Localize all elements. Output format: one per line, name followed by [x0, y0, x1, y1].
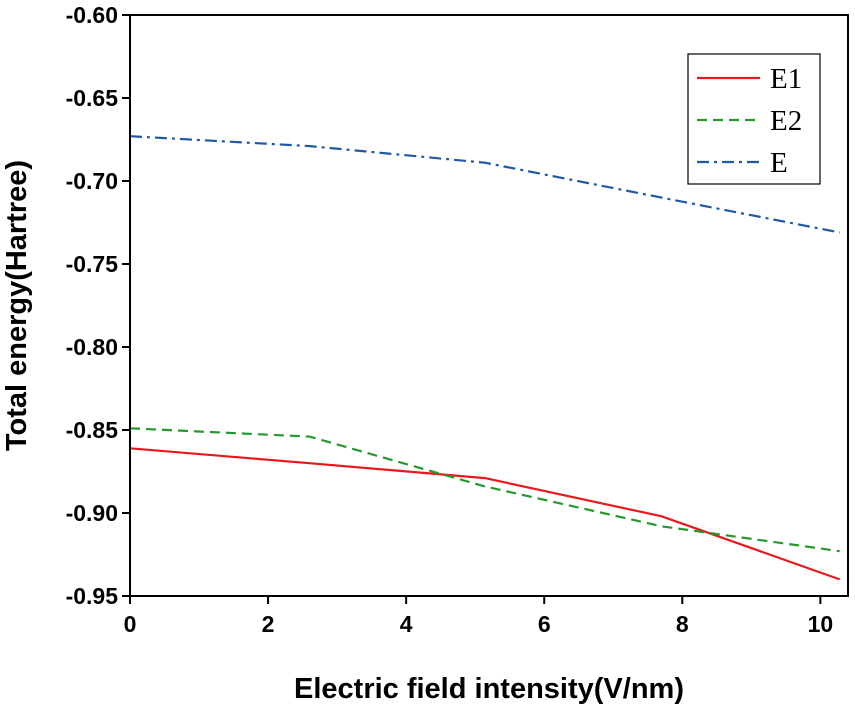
y-axis-title: Total energy(Hartree)	[1, 160, 33, 451]
legend: E1 E2 E	[687, 53, 821, 185]
x-tick-label: 2	[262, 611, 275, 637]
x-tick-label: 4	[400, 611, 413, 637]
x-tick-label: 8	[676, 611, 689, 637]
series-line-e1	[129, 447, 841, 581]
y-tick-label: -0.80	[66, 334, 118, 360]
y-tick-label: -0.95	[66, 583, 119, 609]
plot-frame	[129, 14, 849, 597]
x-tick-label: 0	[124, 611, 137, 637]
series-line-e	[129, 135, 840, 234]
x-axis-ticks: 0 2 4 6 8 10	[124, 596, 834, 637]
y-tick-label: -0.75	[66, 251, 119, 277]
y-tick-label: -0.85	[66, 417, 119, 443]
y-tick-label: -0.60	[66, 2, 118, 28]
x-tick-label: 10	[808, 611, 834, 637]
legend-label-e1: E1	[770, 63, 802, 95]
legend-label-e: E	[770, 147, 788, 179]
plot-lines	[129, 135, 841, 581]
y-tick-label: -0.70	[66, 168, 118, 194]
legend-label-e2: E2	[770, 105, 802, 137]
y-axis-ticks: -0.60 -0.65 -0.70 -0.75 -0.80 -0.85 -0.90 -0.95	[66, 2, 130, 609]
y-tick-label: -0.65	[66, 85, 119, 111]
series-line-e2	[129, 427, 840, 553]
x-tick-label: 6	[538, 611, 551, 637]
x-axis-title: Electric field intensity(V/nm)	[294, 673, 684, 705]
y-tick-label: -0.90	[66, 500, 118, 526]
